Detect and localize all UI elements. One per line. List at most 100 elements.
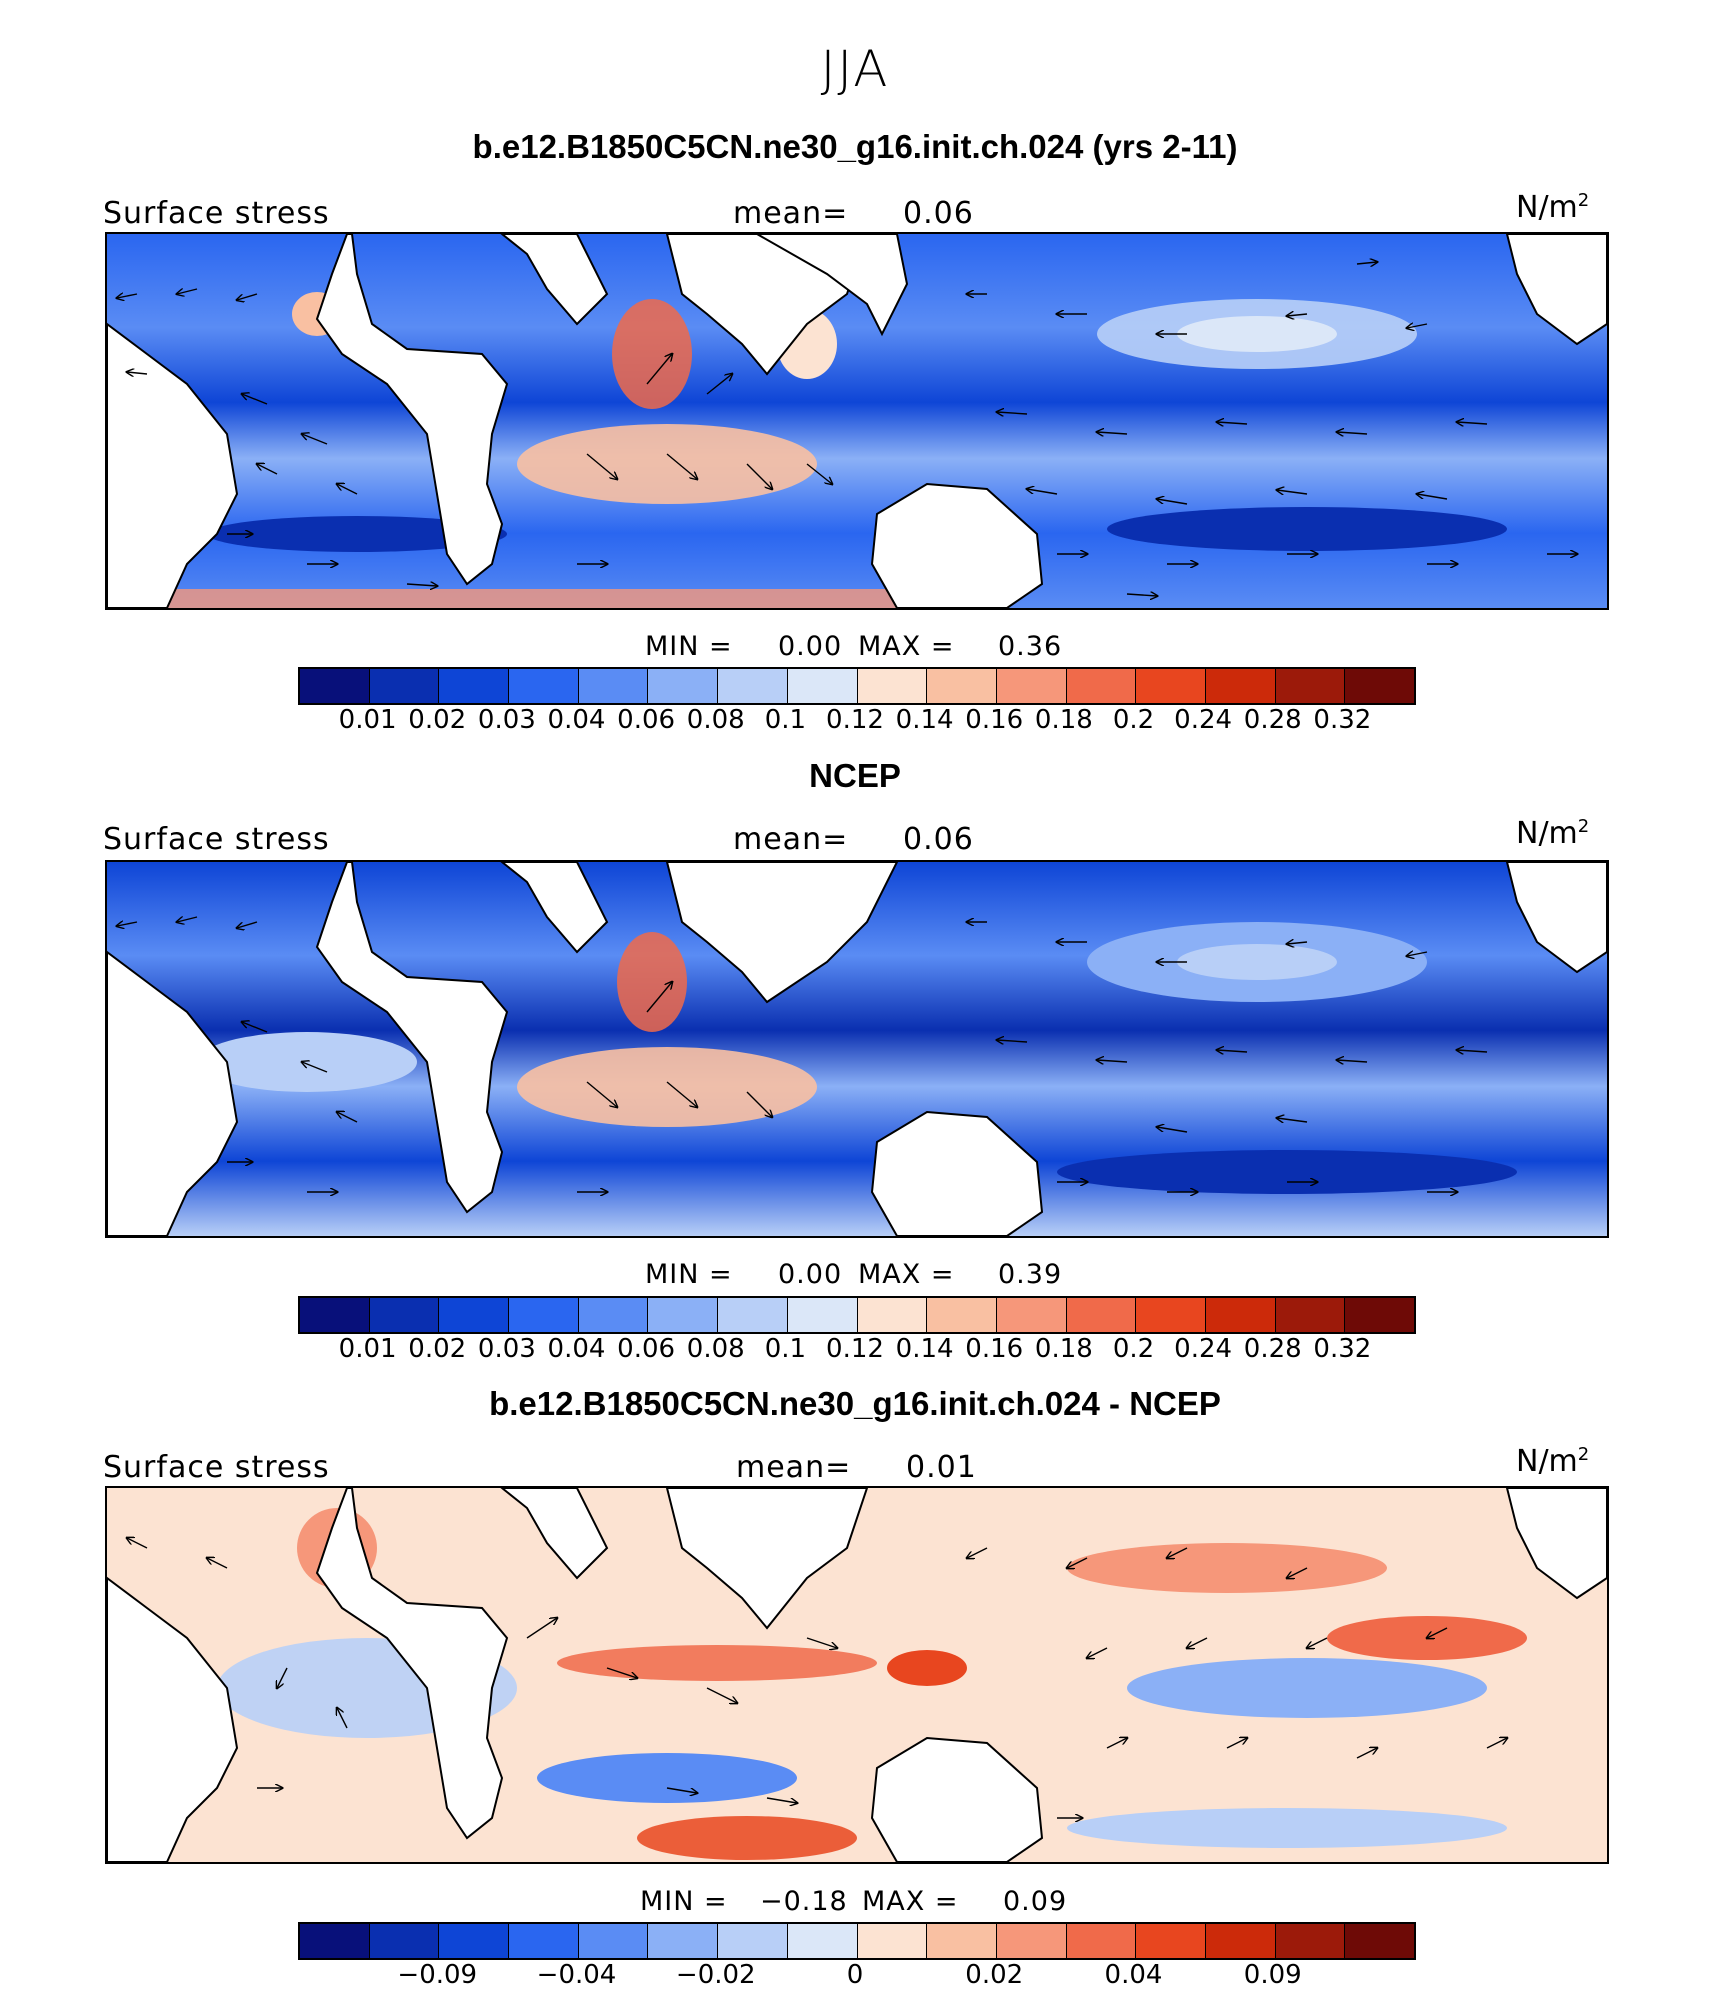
panel-2-units: N/m2 <box>1516 816 1590 851</box>
panel-1-mean-label: mean= <box>733 196 849 231</box>
panel-1-australia <box>870 482 1044 608</box>
panel-1-colorbar-tick-label: 0.18 <box>1034 705 1093 735</box>
panel-1-title: b.e12.B1850C5CN.ne30_g16.init.ch.024 (yr… <box>472 128 1238 165</box>
panel-1-colorbar-swatch <box>369 669 440 703</box>
panel-2-colorbar-tick-label: 0.06 <box>617 1334 676 1364</box>
panel-3-colorbar-swatch <box>300 1924 370 1958</box>
panel-2-colorbar-tick-label: 0.28 <box>1243 1334 1302 1364</box>
panel-3-colorbar-tick-label: 0.04 <box>1104 1960 1163 1990</box>
panel-3-title: b.e12.B1850C5CN.ne30_g16.init.ch.024 - N… <box>489 1385 1221 1422</box>
panel-2-africa <box>315 862 509 1214</box>
panel-2-colorbar-swatch <box>857 1298 928 1332</box>
panel-2-colorbar-tick-label: 0.12 <box>826 1334 884 1364</box>
panel-1-colorbar-tick-label: 0.01 <box>338 705 397 735</box>
panel-2-colorbar-tick-label: 0.08 <box>686 1334 745 1364</box>
panel-1-colorbar-tick-label: 0.03 <box>477 705 536 735</box>
panel-3-colorbar-tick-label: −0.02 <box>675 1960 756 1990</box>
panel-2-colorbar-swatch <box>1275 1298 1346 1332</box>
panel-2-colorbar-tick-label: 0.16 <box>965 1334 1024 1364</box>
panel-1-colorbar-ticks: 0.01 0.02 0.03 0.04 0.06 0.08 0.1 0.12 0.14 0.16 0… <box>0 705 1710 741</box>
panel-3-colorbar-swatch <box>996 1924 1067 1958</box>
panel-3-colorbar-swatch <box>1345 1924 1414 1958</box>
panel-1-colorbar-swatch <box>857 669 928 703</box>
panel-3-colorbar-swatch <box>578 1924 649 1958</box>
panel-3-colorbar <box>298 1922 1416 1960</box>
panel-1-colorbar-swatch <box>1136 669 1206 703</box>
panel-3-colorbar-tick-label: −0.04 <box>536 1960 617 1990</box>
panel-2-colorbar-swatch <box>787 1298 858 1332</box>
panel-2-max-value: 0.39 <box>998 1259 1063 1290</box>
panel-2-colorbar-swatch <box>996 1298 1067 1332</box>
panel-2-min-label: MIN = <box>645 1259 733 1290</box>
panel-1-colorbar-tick-label: 0.06 <box>617 705 676 735</box>
panel-3-colorbar-tick-label: −0.09 <box>397 1960 478 1990</box>
panel-3-australia <box>870 1736 1044 1862</box>
panel-2-mean-label: mean= <box>733 822 849 857</box>
panel-1-colorbar-swatch <box>300 669 370 703</box>
panel-2-colorbar-swatch <box>1136 1298 1206 1332</box>
panel-1-colorbar-tick-label: 0.28 <box>1243 705 1302 735</box>
panel-1-colorbar-swatch <box>996 669 1067 703</box>
panel-1-max-value: 0.36 <box>998 631 1063 662</box>
panel-1-colorbar-swatch <box>718 669 788 703</box>
panel-1-colorbar-tick-label: 0.2 <box>1112 705 1155 735</box>
panel-1-vectors <box>117 262 1577 596</box>
panel-3-colorbar-swatch <box>1066 1924 1137 1958</box>
panel-2-colorbar-tick-label: 0.01 <box>338 1334 397 1364</box>
panel-2-colorbar-tick-label: 0.24 <box>1174 1334 1233 1364</box>
panel-1-colorbar-swatch <box>1066 669 1137 703</box>
panel-1-colorbar-tick-label: 0.04 <box>547 705 606 735</box>
panel-3-africa <box>315 1488 509 1840</box>
panel-1-colorbar-swatch <box>787 669 858 703</box>
panel-3-max-label: MAX = <box>862 1886 959 1917</box>
panel-1-colorbar-swatch <box>439 669 510 703</box>
panel-2-colorbar-tick-label: 0.03 <box>477 1334 536 1364</box>
panel-1-colorbar-swatch <box>509 669 579 703</box>
panel-3-colorbar-swatch <box>1136 1924 1206 1958</box>
panel-3-colorbar-swatch <box>648 1924 719 1958</box>
panel-3-colorbar-swatch <box>369 1924 440 1958</box>
panel-2-colorbar-swatch <box>927 1298 997 1332</box>
panel-1-colorbar-tick-label: 0.24 <box>1174 705 1233 735</box>
panel-3-min-label: MIN = <box>640 1886 728 1917</box>
panel-2-colorbar-tick-label: 0.04 <box>547 1334 606 1364</box>
panel-3-colorbar-swatch <box>509 1924 579 1958</box>
panel-3-colorbar-swatch <box>718 1924 788 1958</box>
panel-1-max-label: MAX = <box>858 631 955 662</box>
panel-3-colorbar-swatch <box>439 1924 510 1958</box>
panel-3-colorbar-swatch <box>927 1924 997 1958</box>
panel-2-colorbar-tick-label: 0.32 <box>1313 1334 1372 1364</box>
panel-1-colorbar-tick-label: 0.32 <box>1313 705 1372 735</box>
panel-1-africa <box>315 234 509 586</box>
panel-2-colorbar-swatch <box>439 1298 510 1332</box>
panel-2-vectors <box>117 917 1488 1192</box>
panel-3-colorbar-swatch <box>787 1924 858 1958</box>
panel-2-mean-value: 0.06 <box>903 822 974 857</box>
panel-2-colorbar-tick-label: 0.1 <box>764 1334 807 1364</box>
panel-2-colorbar-swatch <box>578 1298 649 1332</box>
panel-2-max-label: MAX = <box>858 1259 955 1290</box>
panel-2-title: NCEP <box>809 757 901 794</box>
panel-3-units: N/m2 <box>1516 1444 1590 1479</box>
panel-1-colorbar-swatch <box>578 669 649 703</box>
panel-1-colorbar-tick-label: 0.1 <box>764 705 807 735</box>
panel-2-colorbar-swatch <box>369 1298 440 1332</box>
panel-1-colorbar-tick-label: 0.14 <box>895 705 954 735</box>
panel-2-colorbar-swatch <box>648 1298 719 1332</box>
panel-2-min-value: 0.00 <box>778 1259 843 1290</box>
panel-2-colorbar <box>298 1296 1416 1334</box>
panel-3-vectors <box>127 1538 1507 1818</box>
panel-1-map <box>105 232 1609 610</box>
panel-3-colorbar-tick-label: 0.09 <box>1243 1960 1302 1990</box>
panel-3-mean-value: 0.01 <box>906 1450 977 1485</box>
panel-3-colorbar-tick-label: 0 <box>846 1960 864 1990</box>
panel-1-colorbar-tick-label: 0.08 <box>686 705 745 735</box>
panel-2-australia <box>870 1110 1044 1236</box>
panel-2-colorbar-swatch <box>718 1298 788 1332</box>
panel-1-mean-value: 0.06 <box>903 196 974 231</box>
panel-1-min-label: MIN = <box>645 631 733 662</box>
panel-2-colorbar-tick-label: 0.2 <box>1112 1334 1155 1364</box>
panel-1-colorbar-swatch <box>1205 669 1276 703</box>
panel-2-colorbar-tick-label: 0.02 <box>408 1334 467 1364</box>
panel-3-map <box>105 1486 1609 1864</box>
